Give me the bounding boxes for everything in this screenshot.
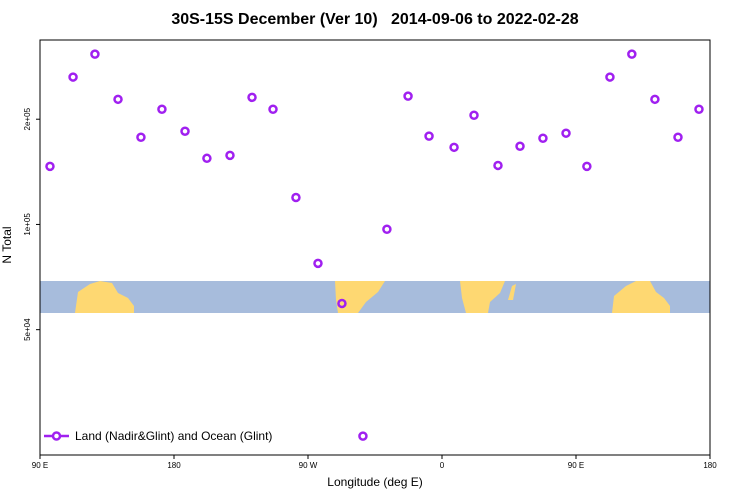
point (650, 94, 660, 105)
y-tick-label: 1e+05 (23, 213, 32, 236)
point (694, 104, 704, 114)
point (403, 91, 413, 101)
legend-marker (51, 431, 62, 441)
point (382, 224, 392, 234)
x-tick-label: 90 W (299, 461, 318, 470)
x-tick-label: 180 (167, 461, 181, 470)
point (424, 131, 434, 141)
y-tick-label: 2e+05 (23, 107, 32, 130)
point (538, 133, 548, 144)
point (291, 192, 301, 203)
point (90, 49, 100, 59)
point (561, 128, 571, 138)
point (68, 72, 78, 82)
chart-title: 30S-15S December (Ver 10) 2014-09-06 to … (171, 11, 578, 28)
point (45, 161, 55, 172)
point (202, 153, 212, 164)
point (225, 150, 235, 161)
point (493, 160, 503, 171)
point (313, 258, 323, 269)
point (449, 142, 459, 153)
point (113, 94, 123, 105)
point (673, 132, 683, 142)
point (268, 104, 278, 114)
x-tick-label: 0 (440, 461, 445, 470)
y-axis-label: N Total (0, 226, 14, 263)
point (136, 132, 146, 142)
x-axis-label: Longitude (deg E) (327, 475, 422, 489)
point (515, 141, 525, 151)
x-tick-label: 90 E (32, 461, 48, 470)
point (605, 72, 615, 82)
point (358, 431, 368, 441)
map-strip (40, 281, 710, 313)
point (337, 298, 347, 309)
legend-label: Land (Nadir&Glint) and Ocean (Glint) (75, 429, 272, 443)
point (247, 92, 257, 103)
x-tick-label: 90 E (568, 461, 584, 470)
y-tick-label: 5e+04 (23, 318, 32, 341)
point (157, 104, 167, 114)
plot-frame (39, 39, 711, 456)
point (627, 49, 637, 59)
point (582, 161, 592, 172)
point (180, 126, 190, 136)
point (469, 110, 479, 120)
x-tick-label: 180 (703, 461, 717, 470)
